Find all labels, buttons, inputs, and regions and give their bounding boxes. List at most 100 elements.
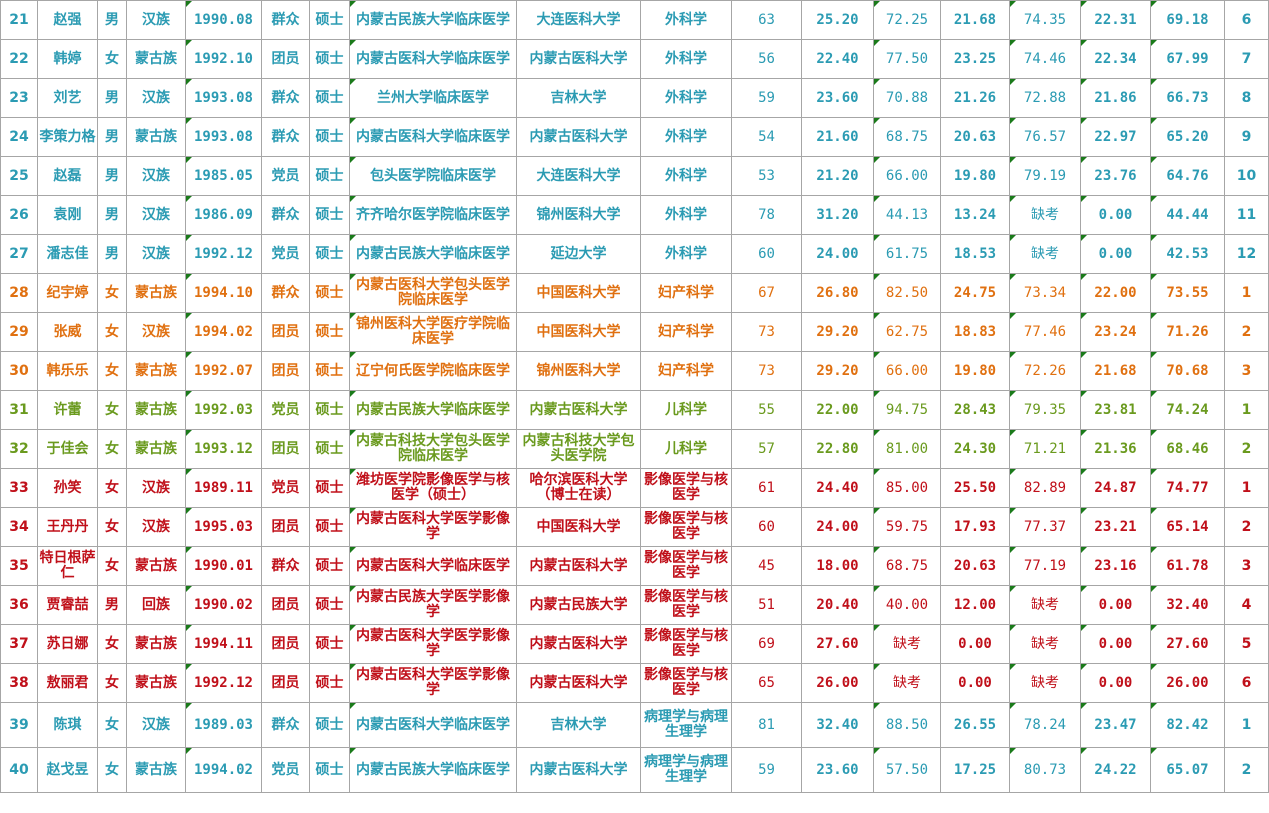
- cell-birth-date: 1989.03: [185, 702, 262, 748]
- cell-row-number: 27: [0, 234, 38, 274]
- cell-ethnicity: 蒙古族: [126, 624, 186, 664]
- cell-skill-weighted: 23.16: [1080, 546, 1151, 586]
- cell-degree: 硕士: [309, 78, 350, 118]
- cell-rank: 11: [1224, 195, 1269, 235]
- cell-major: 外科学: [640, 39, 732, 79]
- cell-interview-weighted: 13.24: [940, 195, 1010, 235]
- cell-major: 外科学: [640, 117, 732, 157]
- cell-written-weighted: 23.60: [801, 747, 874, 793]
- cell-major: 妇产科学: [640, 312, 732, 352]
- cell-interview-weighted: 19.80: [940, 351, 1010, 391]
- cell-written-weighted: 25.20: [801, 0, 874, 40]
- cell-political-status: 团员: [261, 663, 310, 703]
- cell-written-weighted: 21.20: [801, 156, 874, 196]
- cell-political-status: 团员: [261, 312, 310, 352]
- cell-rank: 1: [1224, 273, 1269, 313]
- cell-gender: 女: [97, 663, 127, 703]
- cell-row-number: 31: [0, 390, 38, 430]
- cell-major: 外科学: [640, 234, 732, 274]
- cell-written-score: 57: [731, 429, 802, 469]
- cell-skill-score: 78.24: [1009, 702, 1081, 748]
- cell-written-weighted: 22.40: [801, 39, 874, 79]
- cell-graduate-university: 大连医科大学: [516, 0, 641, 40]
- cell-row-number: 30: [0, 351, 38, 391]
- cell-degree: 硕士: [309, 585, 350, 625]
- cell-written-weighted: 32.40: [801, 702, 874, 748]
- cell-interview-score: 缺考: [873, 624, 941, 664]
- cell-skill-score: 缺考: [1009, 585, 1081, 625]
- cell-interview-score: 57.50: [873, 747, 941, 793]
- cell-ethnicity: 汉族: [126, 312, 186, 352]
- cell-row-number: 25: [0, 156, 38, 196]
- cell-undergraduate-school: 辽宁何氏医学院临床医学: [349, 351, 517, 391]
- cell-undergraduate-school: 内蒙古民族大学临床医学: [349, 390, 517, 430]
- cell-graduate-university: 内蒙古医科大学: [516, 39, 641, 79]
- cell-ethnicity: 汉族: [126, 78, 186, 118]
- cell-political-status: 群众: [261, 546, 310, 586]
- cell-candidate-name: 张威: [37, 312, 98, 352]
- cell-rank: 2: [1224, 507, 1269, 547]
- cell-row-number: 32: [0, 429, 38, 469]
- cell-rank: 6: [1224, 663, 1269, 703]
- cell-interview-score: 62.75: [873, 312, 941, 352]
- cell-undergraduate-school: 内蒙古民族大学临床医学: [349, 747, 517, 793]
- cell-graduate-university: 内蒙古民族大学: [516, 585, 641, 625]
- cell-total-score: 66.73: [1150, 78, 1225, 118]
- cell-political-status: 群众: [261, 273, 310, 313]
- cell-degree: 硕士: [309, 468, 350, 508]
- cell-graduate-university: 延边大学: [516, 234, 641, 274]
- cell-degree: 硕士: [309, 663, 350, 703]
- cell-row-number: 28: [0, 273, 38, 313]
- cell-interview-score: 94.75: [873, 390, 941, 430]
- cell-gender: 男: [97, 234, 127, 274]
- cell-degree: 硕士: [309, 312, 350, 352]
- cell-interview-score: 68.75: [873, 117, 941, 157]
- cell-row-number: 24: [0, 117, 38, 157]
- cell-graduate-university: 吉林大学: [516, 702, 641, 748]
- cell-undergraduate-school: 内蒙古医科大学医学影像学: [349, 663, 517, 703]
- cell-skill-score: 77.46: [1009, 312, 1081, 352]
- cell-ethnicity: 蒙古族: [126, 273, 186, 313]
- cell-political-status: 党员: [261, 468, 310, 508]
- cell-total-score: 67.99: [1150, 39, 1225, 79]
- table-row: 28 纪宇婷女蒙古族 1994.10 群众 硕士 内蒙古医科大学包头医学院临床医学 中国医科…: [0, 273, 1269, 313]
- cell-political-status: 群众: [261, 117, 310, 157]
- cell-interview-weighted: 21.68: [940, 0, 1010, 40]
- cell-written-weighted: 29.20: [801, 312, 874, 352]
- cell-total-score: 82.42: [1150, 702, 1225, 748]
- cell-written-score: 61: [731, 468, 802, 508]
- cell-total-score: 73.55: [1150, 273, 1225, 313]
- cell-total-score: 70.68: [1150, 351, 1225, 391]
- cell-row-number: 39: [0, 702, 38, 748]
- cell-birth-date: 1993.08: [185, 117, 262, 157]
- cell-rank: 1: [1224, 390, 1269, 430]
- cell-written-weighted: 20.40: [801, 585, 874, 625]
- cell-skill-weighted: 22.97: [1080, 117, 1151, 157]
- cell-skill-weighted: 0.00: [1080, 624, 1151, 664]
- cell-written-weighted: 26.80: [801, 273, 874, 313]
- cell-rank: 9: [1224, 117, 1269, 157]
- cell-ethnicity: 蒙古族: [126, 390, 186, 430]
- cell-candidate-name: 赵戈昱: [37, 747, 98, 793]
- table-row: 27 潘志佳男汉族 1992.12 党员 硕士 内蒙古民族大学临床医学 延边大学 外科学 60 2…: [0, 234, 1269, 274]
- cell-graduate-university: 中国医科大学: [516, 312, 641, 352]
- cell-written-weighted: 29.20: [801, 351, 874, 391]
- cell-interview-score: 88.50: [873, 702, 941, 748]
- table-row: 29 张威女汉族 1994.02 团员 硕士 锦州医科大学医疗学院临床医学 中国医科大学 妇产…: [0, 312, 1269, 352]
- cell-graduate-university: 内蒙古医科大学: [516, 546, 641, 586]
- cell-written-weighted: 31.20: [801, 195, 874, 235]
- cell-row-number: 33: [0, 468, 38, 508]
- cell-major: 儿科学: [640, 390, 732, 430]
- cell-total-score: 71.26: [1150, 312, 1225, 352]
- cell-written-score: 45: [731, 546, 802, 586]
- table-row: 25 赵磊男汉族 1985.05 党员 硕士 包头医学院临床医学 大连医科大学 外科学 53 21…: [0, 156, 1269, 196]
- cell-skill-score: 74.46: [1009, 39, 1081, 79]
- cell-interview-weighted: 19.80: [940, 156, 1010, 196]
- cell-skill-score: 76.57: [1009, 117, 1081, 157]
- cell-birth-date: 1992.10: [185, 39, 262, 79]
- cell-ethnicity: 汉族: [126, 0, 186, 40]
- cell-political-status: 团员: [261, 351, 310, 391]
- cell-skill-score: 80.73: [1009, 747, 1081, 793]
- cell-written-weighted: 23.60: [801, 78, 874, 118]
- cell-written-weighted: 26.00: [801, 663, 874, 703]
